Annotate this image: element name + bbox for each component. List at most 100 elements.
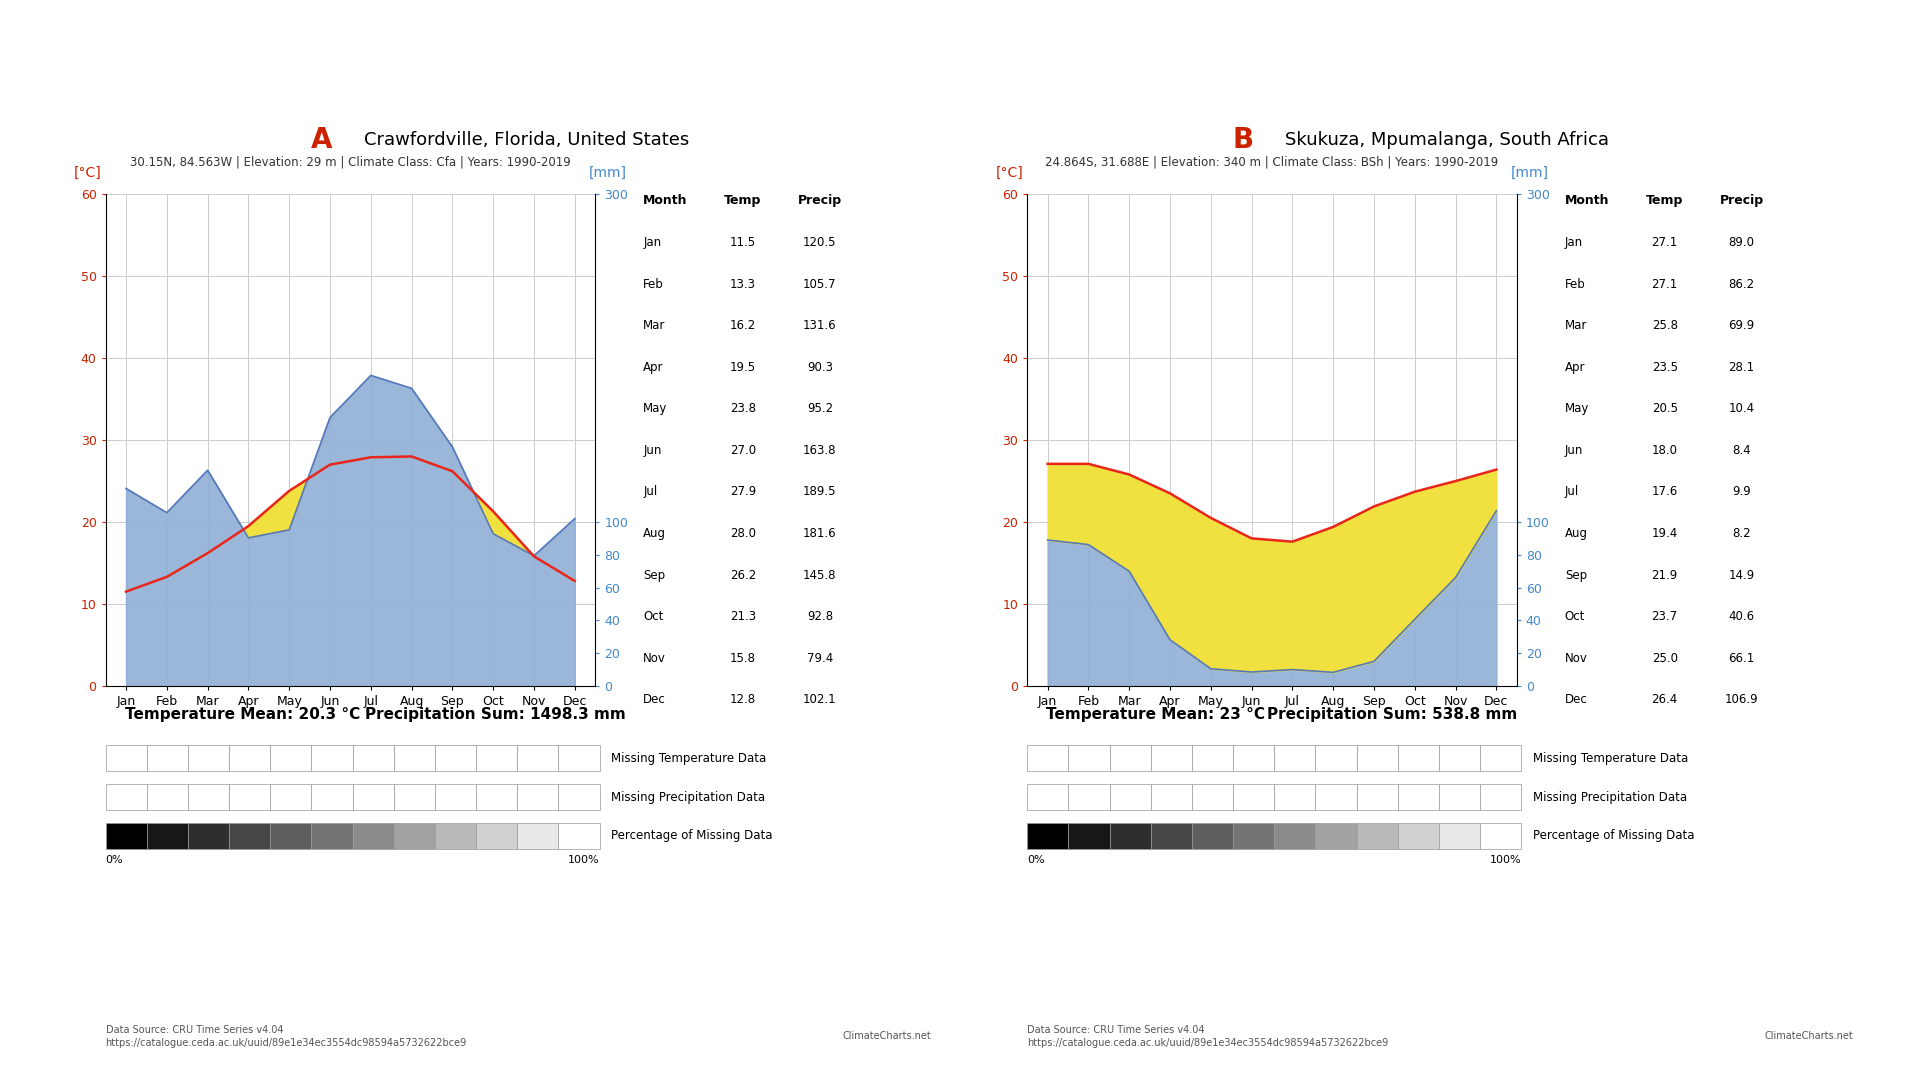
Text: 8.2: 8.2 xyxy=(1732,527,1751,540)
Text: 23.5: 23.5 xyxy=(1651,361,1678,374)
Text: 25.0: 25.0 xyxy=(1651,652,1678,665)
Text: 102.1: 102.1 xyxy=(803,693,837,706)
Text: 95.2: 95.2 xyxy=(806,403,833,416)
Text: Sep: Sep xyxy=(1565,568,1588,582)
Text: Missing Precipitation Data: Missing Precipitation Data xyxy=(611,791,766,804)
Text: 24.864S, 31.688E | Elevation: 340 m | Climate Class: BSh | Years: 1990-2019: 24.864S, 31.688E | Elevation: 340 m | Cl… xyxy=(1044,156,1500,168)
Text: 18.0: 18.0 xyxy=(1651,444,1678,457)
Text: ClimateCharts.net: ClimateCharts.net xyxy=(843,1031,931,1041)
Text: Month: Month xyxy=(1565,194,1609,207)
Text: Dec: Dec xyxy=(643,693,666,706)
Text: Feb: Feb xyxy=(1565,278,1586,291)
Text: 16.2: 16.2 xyxy=(730,320,756,333)
Text: 106.9: 106.9 xyxy=(1724,693,1759,706)
Text: 163.8: 163.8 xyxy=(803,444,837,457)
Text: Precip: Precip xyxy=(1720,194,1763,207)
Text: Aug: Aug xyxy=(1565,527,1588,540)
Text: 28.0: 28.0 xyxy=(730,527,756,540)
Text: B: B xyxy=(1233,126,1254,154)
Text: 17.6: 17.6 xyxy=(1651,486,1678,499)
Text: May: May xyxy=(643,403,668,416)
Text: 25.8: 25.8 xyxy=(1651,320,1678,333)
Text: 9.9: 9.9 xyxy=(1732,486,1751,499)
Text: 181.6: 181.6 xyxy=(803,527,837,540)
Text: Precipitation Sum: 1498.3 mm: Precipitation Sum: 1498.3 mm xyxy=(365,707,626,723)
Text: Percentage of Missing Data: Percentage of Missing Data xyxy=(1532,829,1693,842)
Text: 69.9: 69.9 xyxy=(1728,320,1755,333)
Text: Apr: Apr xyxy=(1565,361,1586,374)
Text: 86.2: 86.2 xyxy=(1728,278,1755,291)
Text: Data Source: CRU Time Series v4.04: Data Source: CRU Time Series v4.04 xyxy=(1027,1025,1204,1035)
Text: Jun: Jun xyxy=(1565,444,1584,457)
Text: Nov: Nov xyxy=(1565,652,1588,665)
Text: https://catalogue.ceda.ac.uk/uuid/89e1e34ec3554dc98594a5732622bce9: https://catalogue.ceda.ac.uk/uuid/89e1e3… xyxy=(106,1038,467,1048)
Text: 189.5: 189.5 xyxy=(803,486,837,499)
Text: Aug: Aug xyxy=(643,527,666,540)
Text: 15.8: 15.8 xyxy=(730,652,756,665)
Text: Precipitation Sum: 538.8 mm: Precipitation Sum: 538.8 mm xyxy=(1267,707,1517,723)
Text: 12.8: 12.8 xyxy=(730,693,756,706)
Text: Temperature Mean: 23 °C: Temperature Mean: 23 °C xyxy=(1046,707,1265,723)
Text: Jun: Jun xyxy=(643,444,662,457)
Text: 14.9: 14.9 xyxy=(1728,568,1755,582)
Text: Mar: Mar xyxy=(643,320,666,333)
Text: Precip: Precip xyxy=(799,194,841,207)
Text: 79.4: 79.4 xyxy=(806,652,833,665)
Text: 27.1: 27.1 xyxy=(1651,237,1678,249)
Text: 13.3: 13.3 xyxy=(730,278,756,291)
Text: 11.5: 11.5 xyxy=(730,237,756,249)
Text: [°C]: [°C] xyxy=(73,165,102,179)
Text: Missing Temperature Data: Missing Temperature Data xyxy=(611,752,766,765)
Text: 89.0: 89.0 xyxy=(1728,237,1755,249)
Text: Mar: Mar xyxy=(1565,320,1588,333)
Text: 27.9: 27.9 xyxy=(730,486,756,499)
Text: Jan: Jan xyxy=(643,237,660,249)
Text: 21.3: 21.3 xyxy=(730,610,756,623)
Text: Jan: Jan xyxy=(1565,237,1582,249)
Text: 27.1: 27.1 xyxy=(1651,278,1678,291)
Text: Nov: Nov xyxy=(643,652,666,665)
Text: A: A xyxy=(311,126,332,154)
Text: Oct: Oct xyxy=(643,610,664,623)
Text: 10.4: 10.4 xyxy=(1728,403,1755,416)
Text: Dec: Dec xyxy=(1565,693,1588,706)
Text: Data Source: CRU Time Series v4.04: Data Source: CRU Time Series v4.04 xyxy=(106,1025,282,1035)
Text: https://catalogue.ceda.ac.uk/uuid/89e1e34ec3554dc98594a5732622bce9: https://catalogue.ceda.ac.uk/uuid/89e1e3… xyxy=(1027,1038,1388,1048)
Text: 26.4: 26.4 xyxy=(1651,693,1678,706)
Text: Temperature Mean: 20.3 °C: Temperature Mean: 20.3 °C xyxy=(125,707,361,723)
Text: 40.6: 40.6 xyxy=(1728,610,1755,623)
Text: 19.5: 19.5 xyxy=(730,361,756,374)
Text: 100%: 100% xyxy=(1490,855,1521,865)
Text: Temp: Temp xyxy=(724,194,762,207)
Text: 30.15N, 84.563W | Elevation: 29 m | Climate Class: Cfa | Years: 1990-2019: 30.15N, 84.563W | Elevation: 29 m | Clim… xyxy=(131,156,570,168)
Text: Missing Temperature Data: Missing Temperature Data xyxy=(1532,752,1688,765)
Text: 92.8: 92.8 xyxy=(806,610,833,623)
Text: Oct: Oct xyxy=(1565,610,1586,623)
Text: 8.4: 8.4 xyxy=(1732,444,1751,457)
Text: 131.6: 131.6 xyxy=(803,320,837,333)
Text: 145.8: 145.8 xyxy=(803,568,837,582)
Text: 20.5: 20.5 xyxy=(1651,403,1678,416)
Text: 90.3: 90.3 xyxy=(806,361,833,374)
Text: 0%: 0% xyxy=(1027,855,1044,865)
Text: Skukuza, Mpumalanga, South Africa: Skukuza, Mpumalanga, South Africa xyxy=(1286,132,1609,149)
Text: Sep: Sep xyxy=(643,568,666,582)
Text: Feb: Feb xyxy=(643,278,664,291)
Text: 23.8: 23.8 xyxy=(730,403,756,416)
Text: 23.7: 23.7 xyxy=(1651,610,1678,623)
Text: ClimateCharts.net: ClimateCharts.net xyxy=(1764,1031,1853,1041)
Text: Missing Precipitation Data: Missing Precipitation Data xyxy=(1532,791,1688,804)
Text: 0%: 0% xyxy=(106,855,123,865)
Text: Crawfordville, Florida, United States: Crawfordville, Florida, United States xyxy=(365,132,689,149)
Text: [°C]: [°C] xyxy=(995,165,1023,179)
Text: May: May xyxy=(1565,403,1590,416)
Text: [mm]: [mm] xyxy=(1511,165,1549,179)
Text: Month: Month xyxy=(643,194,687,207)
Text: Jul: Jul xyxy=(1565,486,1578,499)
Text: 19.4: 19.4 xyxy=(1651,527,1678,540)
Text: 120.5: 120.5 xyxy=(803,237,837,249)
Text: 105.7: 105.7 xyxy=(803,278,837,291)
Text: 66.1: 66.1 xyxy=(1728,652,1755,665)
Text: Temp: Temp xyxy=(1645,194,1684,207)
Text: [mm]: [mm] xyxy=(589,165,628,179)
